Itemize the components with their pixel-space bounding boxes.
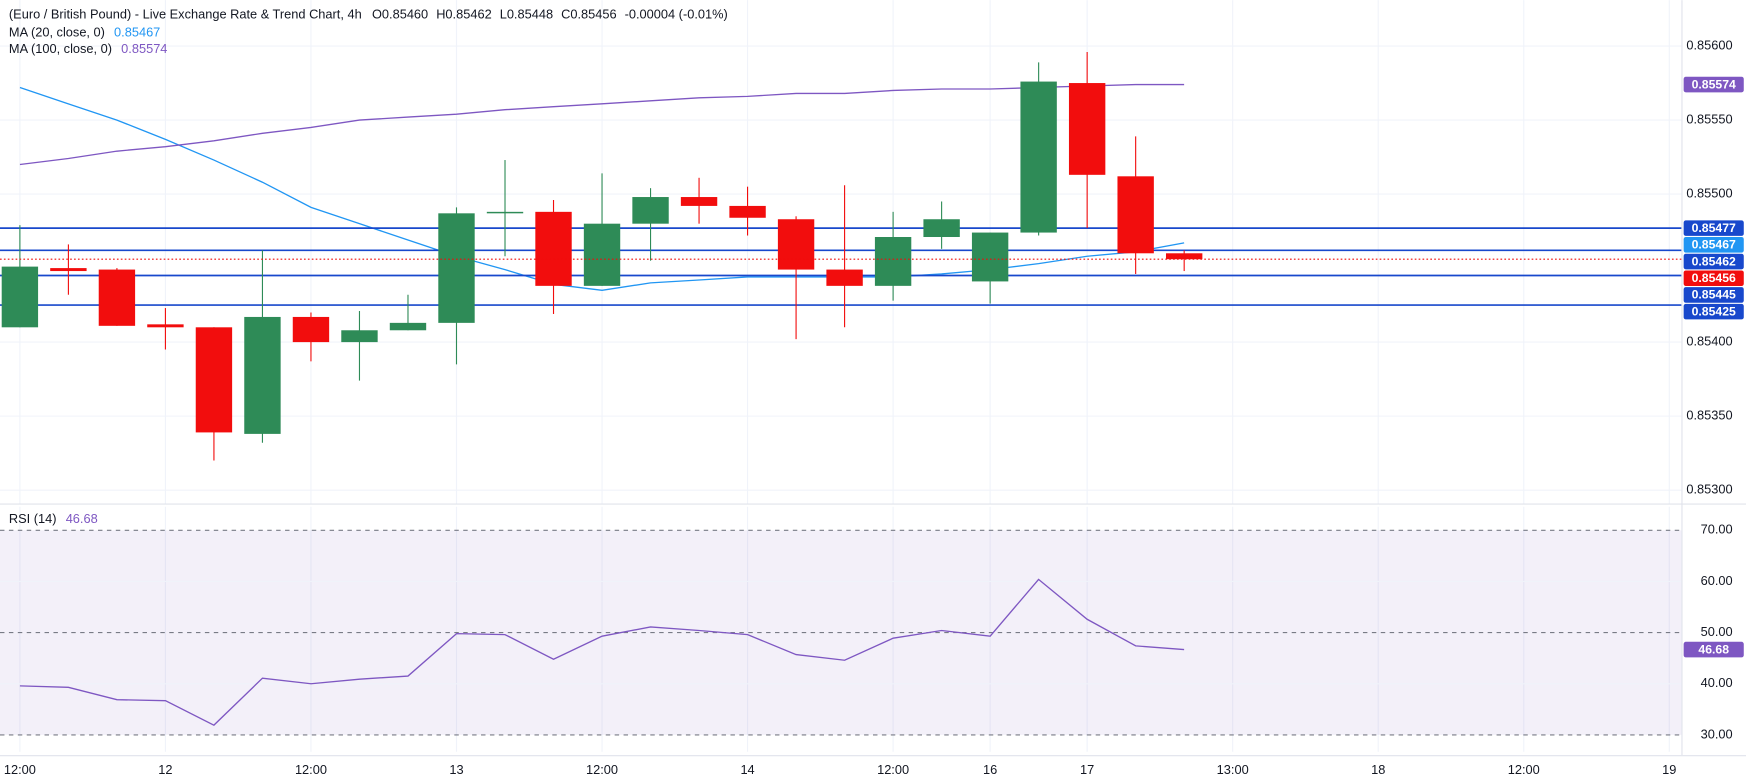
level-price-label: 0.85445 bbox=[1692, 288, 1736, 302]
y-tick-label: 40.00 bbox=[1701, 675, 1733, 690]
y-tick-label: 0.85600 bbox=[1686, 37, 1732, 52]
moving-average-line bbox=[19, 83, 1185, 166]
candle-body bbox=[389, 322, 427, 331]
candle-body bbox=[1117, 176, 1154, 254]
candle-body bbox=[341, 330, 378, 343]
level-price-label: 0.85425 bbox=[1692, 304, 1736, 318]
candle-body bbox=[147, 324, 184, 328]
header-change: -0.00004 (-0.01%) bbox=[625, 7, 728, 22]
ma-price-label-box bbox=[1683, 237, 1744, 253]
x-tick-label: 12:00 bbox=[4, 762, 36, 777]
ma20-legend-name: MA (20, close, 0) bbox=[9, 25, 105, 40]
rsi-value-label: 46.68 bbox=[1698, 642, 1729, 656]
y-tick-label: 70.00 bbox=[1701, 522, 1733, 537]
ma20-legend-value: 0.85467 bbox=[114, 25, 160, 40]
x-tick-label: 18 bbox=[1371, 762, 1385, 777]
y-tick-label: 50.00 bbox=[1701, 624, 1733, 639]
label-layer: 12:00 12 12:00 13 12:00 14 12:00 16 17 13:00 18 12:… bbox=[4, 37, 1744, 777]
level-price-label-box bbox=[1683, 220, 1744, 236]
rsi-line bbox=[19, 578, 1185, 726]
grid-layer bbox=[0, 0, 1682, 752]
level-price-label-box bbox=[1683, 253, 1744, 270]
x-tick-label: 17 bbox=[1080, 762, 1094, 777]
level-price-label-box bbox=[1683, 287, 1744, 303]
x-tick-label: 12:00 bbox=[1508, 762, 1540, 777]
x-tick-label: 12:00 bbox=[295, 762, 327, 777]
candle-body bbox=[292, 316, 330, 343]
candle-body bbox=[438, 213, 475, 323]
candle-body bbox=[486, 211, 524, 214]
ma-price-label-box bbox=[1683, 76, 1744, 93]
candle-body bbox=[583, 223, 621, 286]
x-tick-label: 12:00 bbox=[877, 762, 909, 777]
candle-body bbox=[1068, 83, 1106, 175]
y-tick-label: 30.00 bbox=[1701, 726, 1733, 741]
y-tick-label: 0.85500 bbox=[1686, 185, 1732, 200]
x-tick-label: 14 bbox=[740, 762, 754, 777]
candle-body bbox=[632, 197, 669, 224]
level-price-label-box bbox=[1683, 303, 1744, 320]
candle-body bbox=[535, 211, 572, 286]
ma-price-label: 0.85574 bbox=[1692, 77, 1736, 91]
y-tick-label: 0.85550 bbox=[1686, 111, 1732, 126]
x-tick-label: 16 bbox=[983, 762, 997, 777]
y-tick-label: 60.00 bbox=[1701, 573, 1733, 588]
header-low: L0.85448 bbox=[500, 7, 553, 22]
ma100-legend: MA (100, close, 0) 0.85574 bbox=[9, 42, 168, 57]
y-tick-label: 0.85300 bbox=[1686, 482, 1732, 497]
candle-body bbox=[1020, 81, 1057, 233]
candle-body bbox=[98, 269, 136, 326]
x-tick-label: 12 bbox=[158, 762, 172, 777]
rsi-legend-value: 46.68 bbox=[66, 512, 98, 527]
x-tick-label: 13:00 bbox=[1217, 762, 1249, 777]
rsi-legend-name: RSI (14) bbox=[9, 512, 57, 527]
candle-body bbox=[826, 269, 863, 286]
header-high: H0.85462 bbox=[436, 7, 492, 22]
ma-price-label: 0.85467 bbox=[1692, 238, 1736, 252]
candle-body bbox=[1, 266, 39, 328]
level-price-label: 0.85477 bbox=[1692, 221, 1736, 235]
candle-body bbox=[874, 237, 912, 286]
candle-body bbox=[680, 197, 718, 206]
y-tick-label: 0.85350 bbox=[1686, 408, 1732, 423]
x-tick-label: 19 bbox=[1662, 762, 1676, 777]
x-tick-label: 12:00 bbox=[586, 762, 618, 777]
candle-body bbox=[244, 316, 281, 434]
ma100-legend-value: 0.85574 bbox=[121, 42, 167, 57]
candle-body bbox=[971, 232, 1009, 282]
level-price-label: 0.85462 bbox=[1692, 254, 1736, 268]
header-close: C0.85456 bbox=[561, 7, 617, 22]
header-title: (Euro / British Pound) - Live Exchange R… bbox=[9, 7, 362, 22]
rsi-legend: RSI (14) 46.68 bbox=[9, 512, 98, 527]
rsi-value-box bbox=[1683, 641, 1744, 658]
y-tick-label: 0.85400 bbox=[1686, 333, 1732, 348]
candle-body bbox=[50, 268, 87, 272]
candle-body bbox=[729, 205, 766, 218]
candle-body bbox=[777, 219, 815, 270]
candle-body bbox=[923, 219, 960, 238]
ma100-legend-name: MA (100, close, 0) bbox=[9, 42, 112, 57]
header: (Euro / British Pound) - Live Exchange R… bbox=[9, 7, 728, 22]
last-price-label-box bbox=[1683, 270, 1744, 287]
x-tick-label: 13 bbox=[449, 762, 463, 777]
ma20-legend: MA (20, close, 0) 0.85467 bbox=[9, 25, 160, 40]
plot-layer bbox=[0, 51, 1682, 726]
last-price-label: 0.85456 bbox=[1692, 271, 1736, 285]
candle-body bbox=[195, 327, 233, 433]
candle-body bbox=[1165, 253, 1203, 260]
header-open: O0.85460 bbox=[372, 7, 428, 22]
